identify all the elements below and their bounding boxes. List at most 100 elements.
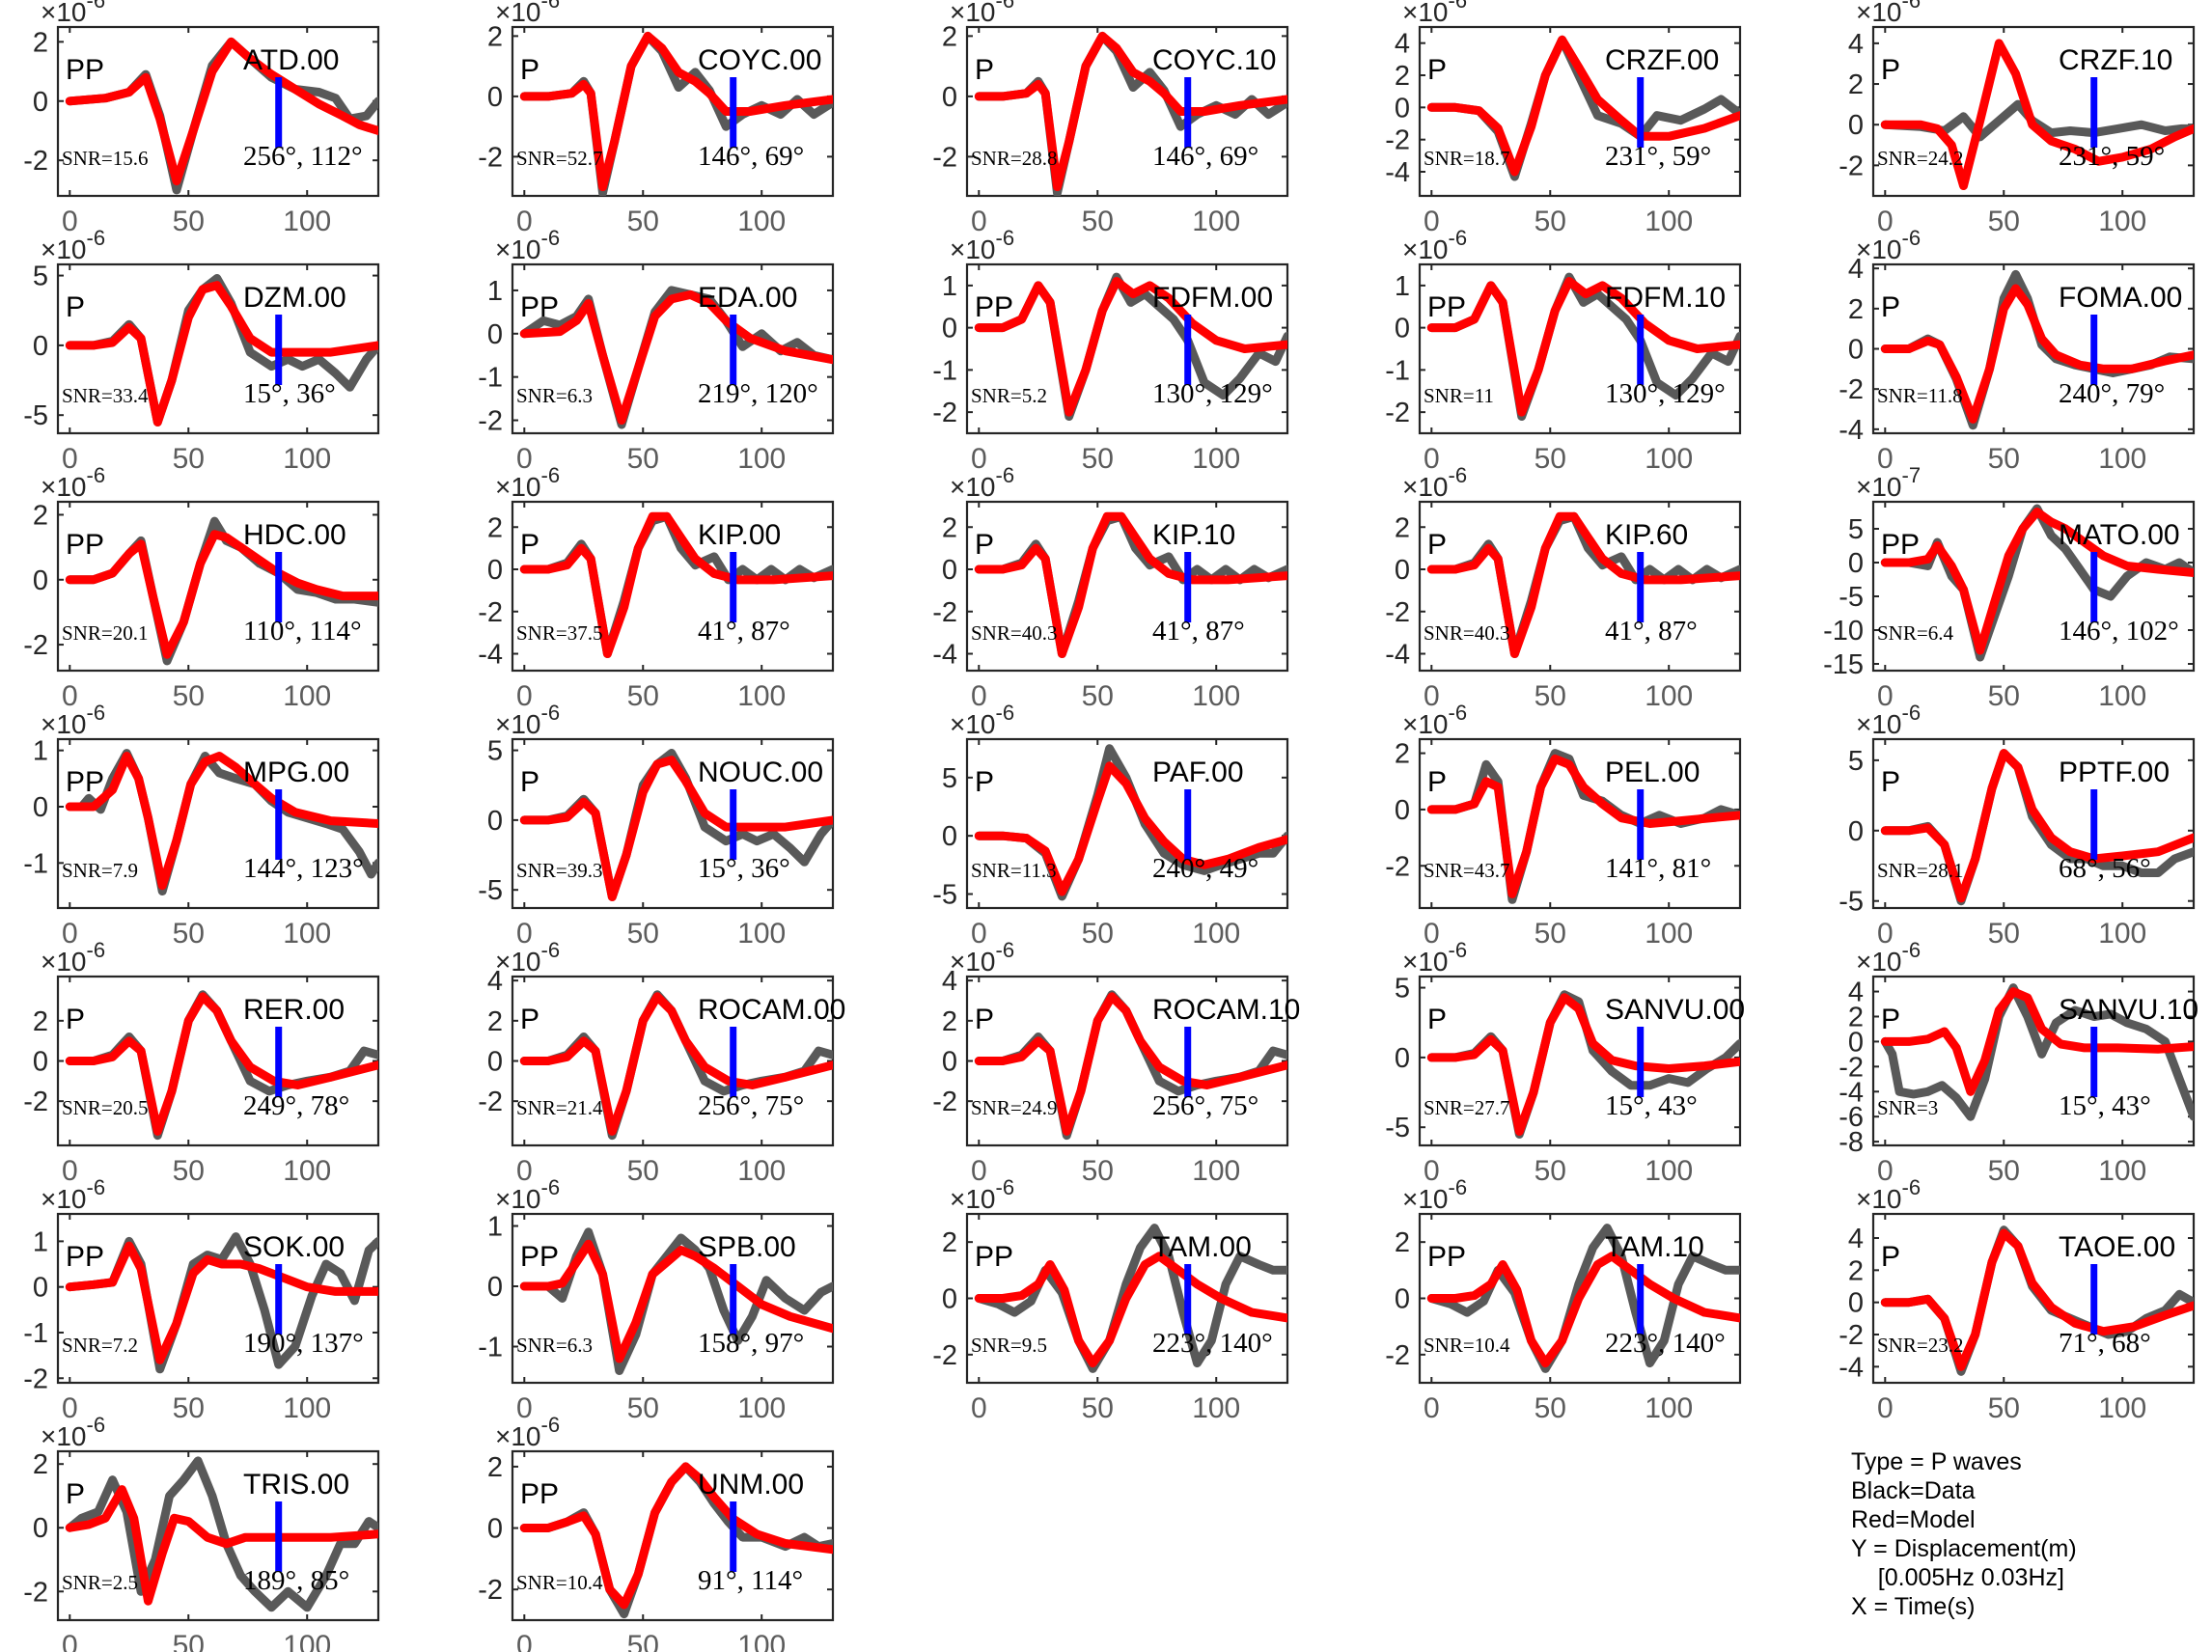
y-tick-label: -2 <box>23 1087 48 1117</box>
azimuth-label: 144°, 123° <box>243 853 364 884</box>
y-tick-label: -2 <box>1839 151 1864 181</box>
station-label: MATO.00 <box>2059 519 2180 551</box>
model-trace <box>1880 1228 2194 1371</box>
station-label: FDFM.00 <box>1152 282 1273 314</box>
y-exponent-power: -6 <box>87 1413 106 1437</box>
y-tick-label: 0 <box>33 792 48 823</box>
y-exponent-power: -7 <box>1902 463 1922 487</box>
panel-coyc-10: 0 50 100 -2 0 2×10-6 P COYC.10 SNR=28.8 146°, 69° <box>932 0 1289 237</box>
model-trace <box>1880 987 2194 1096</box>
x-tick-label: 0 <box>971 1155 987 1187</box>
snr-label: SNR=23.2 <box>1877 1334 1963 1357</box>
snr-label: SNR=2.5 <box>62 1571 138 1594</box>
y-tick-label: 0 <box>1395 795 1410 826</box>
model-trace <box>1880 508 2194 655</box>
azimuth-label: 223°, 140° <box>1605 1328 1726 1359</box>
y-tick-label: -2 <box>1385 398 1410 428</box>
y-exponent-power: -6 <box>996 938 1015 962</box>
station-label: FOMA.00 <box>2059 282 2182 314</box>
axes-frame <box>1871 25 2196 198</box>
y-tick-label: -1 <box>478 1333 503 1363</box>
station-label: TAM.10 <box>1605 1231 1704 1263</box>
y-tick-label: -1 <box>23 848 48 879</box>
y-tick-label: -5 <box>1839 887 1864 918</box>
x-tick-label: 0 <box>971 918 987 950</box>
x-tick-label: 100 <box>1192 1155 1240 1187</box>
phase-label: P <box>975 54 994 86</box>
y-tick-label: 0 <box>487 555 503 586</box>
x-tick-label: 50 <box>1535 1392 1566 1424</box>
azimuth-label: 41°, 87° <box>1152 616 1245 647</box>
y-tick-label: 0 <box>33 87 48 118</box>
y-tick-label: 1 <box>1395 271 1410 302</box>
azimuth-label: 146°, 69° <box>1152 141 1258 172</box>
x-tick-label: 100 <box>2098 680 2146 712</box>
snr-label: SNR=6.3 <box>516 384 593 407</box>
y-exponent-power: -6 <box>87 226 106 250</box>
x-tick-label: 0 <box>1877 1155 1894 1187</box>
y-tick-label: -2 <box>1385 1340 1410 1371</box>
legend-model-line: Red=Model <box>1851 1506 1976 1533</box>
phase-label: P <box>1427 529 1447 561</box>
x-tick-label: 100 <box>1192 443 1240 475</box>
snr-label: SNR=6.4 <box>1877 621 1953 645</box>
y-tick-label: -4 <box>1839 1352 1864 1383</box>
station-label: HDC.00 <box>243 519 346 551</box>
y-tick-label: -2 <box>1839 1320 1864 1351</box>
station-label: ATD.00 <box>243 44 339 76</box>
x-tick-label: 100 <box>2098 1392 2146 1424</box>
x-tick-label: 0 <box>1424 206 1440 237</box>
y-tick-label: 5 <box>1848 746 1864 777</box>
y-tick-label: 0 <box>942 1047 957 1078</box>
x-tick-label: 100 <box>1645 1392 1693 1424</box>
y-tick-label: 0 <box>942 314 957 344</box>
x-tick-label: 100 <box>737 1630 786 1652</box>
y-tick-label: -4 <box>1385 640 1410 671</box>
y-tick-label: 4 <box>1848 977 1864 1008</box>
y-tick-label: -2 <box>23 1577 48 1608</box>
azimuth-label: 110°, 114° <box>243 616 362 647</box>
phase-label: P <box>1427 54 1447 86</box>
model-trace <box>519 289 833 425</box>
station-label: RER.00 <box>243 994 345 1026</box>
y-tick-label: 2 <box>942 512 957 543</box>
y-exponent-power: -6 <box>1449 938 1468 962</box>
y-tick-label: -4 <box>478 640 503 671</box>
x-tick-label: 0 <box>516 1630 533 1652</box>
x-tick-label: 100 <box>737 680 786 712</box>
phase-label: P <box>520 529 539 561</box>
y-tick-label: 0 <box>487 82 503 113</box>
y-tick-label: 1 <box>33 736 48 767</box>
y-tick-label: -15 <box>1823 649 1864 680</box>
y-tick-label: 2 <box>942 21 957 52</box>
x-tick-label: 100 <box>283 680 331 712</box>
station-label: MPG.00 <box>243 757 349 788</box>
y-tick-label: -2 <box>932 597 957 628</box>
snr-label: SNR=7.2 <box>62 1334 138 1357</box>
panel-crzf-10: 0 50 100 -2 0 2 4×10-6 P CRZF.10 SNR=24.2 231°, 59… <box>1839 0 2196 237</box>
y-tick-label: -6 <box>1839 1102 1864 1133</box>
x-tick-label: 50 <box>173 680 205 712</box>
y-tick-label: 2 <box>487 512 503 543</box>
y-tick-label: 2 <box>1395 1227 1410 1258</box>
y-exponent-power: -6 <box>1902 226 1922 250</box>
model-trace <box>1426 35 1740 177</box>
x-tick-label: 0 <box>62 1392 78 1424</box>
azimuth-label: 240°, 49° <box>1152 853 1258 884</box>
phase-label: PP <box>520 1478 559 1510</box>
y-tick-label: 5 <box>942 763 957 794</box>
azimuth-label: 15°, 36° <box>243 378 336 409</box>
snr-label: SNR=20.1 <box>62 621 148 645</box>
snr-label: SNR=37.5 <box>516 621 602 645</box>
y-tick-label: 0 <box>1395 93 1410 124</box>
y-tick-label: 0 <box>1848 110 1864 141</box>
snr-label: SNR=21.4 <box>516 1096 603 1119</box>
model-trace <box>974 511 1287 658</box>
station-label: SPB.00 <box>698 1231 796 1263</box>
